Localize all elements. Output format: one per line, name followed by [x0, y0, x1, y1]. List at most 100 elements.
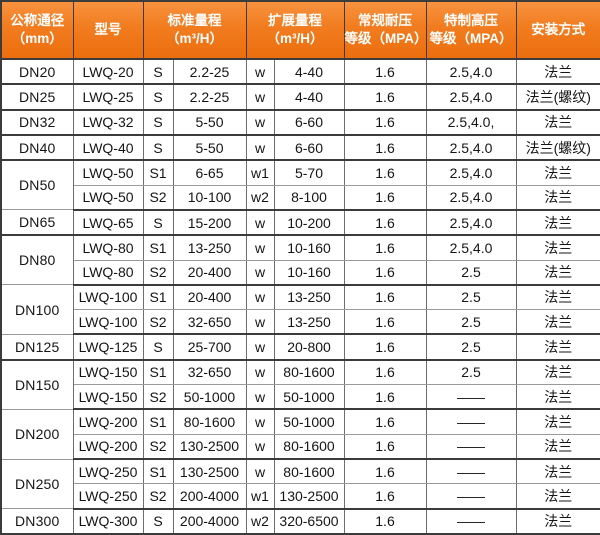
- cell-high-pressure: 2.5,4.0: [425, 159, 517, 186]
- cell-normal-pressure: 1.6: [343, 458, 427, 485]
- cell-ext-range: 80-1600: [273, 433, 345, 460]
- cell-dn: DN32: [0, 109, 74, 136]
- cell-high-pressure: ——: [425, 508, 517, 535]
- cell-std-code: S: [142, 333, 174, 361]
- cell-dn: DN125: [0, 333, 74, 361]
- cell-model: LWQ-150: [72, 384, 144, 411]
- cell-ext-code: w: [245, 284, 275, 311]
- cell-ext-range: 80-1600: [273, 458, 345, 485]
- cell-std-range: 130-2500: [172, 458, 247, 485]
- cell-high-pressure: ——: [425, 483, 517, 510]
- cell-ext-code: w: [245, 458, 275, 485]
- cell-normal-pressure: 1.6: [343, 433, 427, 460]
- cell-install: 法兰: [515, 408, 600, 435]
- cell-std-code: S: [142, 508, 174, 535]
- cell-high-pressure: 2.5: [425, 359, 517, 386]
- cell-ext-code: w: [245, 109, 275, 136]
- cell-std-range: 5-50: [172, 134, 247, 162]
- cell-ext-range: 10-160: [273, 259, 345, 286]
- cell-dn: DN25: [0, 83, 74, 111]
- cell-ext-range: 50-1000: [273, 408, 345, 435]
- table-row: DN25 LWQ-25 S 2.2-25 w 4-40 1.6 2.5,4.0 法兰(螺纹): [0, 83, 600, 111]
- table-row: DN40 LWQ-40 S 5-50 w 6-60 1.6 2.5,4.0 法兰(螺纹): [0, 134, 600, 162]
- cell-dn: DN200: [0, 408, 74, 460]
- cell-ext-range: 13-250: [273, 309, 345, 336]
- cell-ext-range: 6-60: [273, 109, 345, 136]
- cell-install: 法兰(螺纹): [515, 134, 600, 162]
- cell-std-range: 130-2500: [172, 433, 247, 460]
- header-standard-range-line2: （m³/H）: [166, 31, 223, 46]
- cell-install: 法兰: [515, 384, 600, 411]
- cell-dn: DN250: [0, 458, 74, 510]
- cell-high-pressure: 2.5: [425, 309, 517, 336]
- table-row: DN300 LWQ-300 S 200-4000 w2 320-6500 1.6 —— 法兰: [0, 508, 600, 535]
- cell-normal-pressure: 1.6: [343, 58, 427, 86]
- cell-ext-range: 10-200: [273, 209, 345, 237]
- cell-std-range: 2.2-25: [172, 58, 247, 86]
- cell-ext-range: 20-800: [273, 333, 345, 361]
- cell-normal-pressure: 1.6: [343, 234, 427, 261]
- cell-std-code: S1: [142, 234, 174, 261]
- cell-ext-code: w2: [245, 508, 275, 535]
- table-row: LWQ-50 S2 10-100 w2 8-100 1.6 2.5,4.0 法兰: [1, 184, 600, 211]
- table-row: DN250 LWQ-250 S1 130-2500 w 80-1600 1.6 —— 法兰: [0, 458, 600, 510]
- cell-std-code: S: [142, 58, 174, 86]
- header-high-pressure: 特制高压 等级（MPA）: [425, 0, 517, 60]
- cell-high-pressure: 2.5,4.0: [425, 134, 517, 162]
- cell-model: LWQ-100: [72, 309, 144, 336]
- cell-normal-pressure: 1.6: [343, 284, 427, 311]
- table-row: DN80 LWQ-80 S1 13-250 w 10-160 1.6 2.5,4.0 法兰: [0, 234, 600, 286]
- cell-ext-code: w: [245, 259, 275, 286]
- cell-std-code: S2: [142, 309, 174, 336]
- header-extended-range: 扩展量程 （m³/H）: [245, 0, 345, 60]
- cell-normal-pressure: 1.6: [343, 259, 427, 286]
- cell-normal-pressure: 1.6: [343, 134, 427, 162]
- header-high-pressure-line2: 等级（MPA）: [429, 31, 513, 46]
- header-standard-range: 标准量程 （m³/H）: [142, 0, 247, 60]
- cell-install: 法兰: [515, 284, 600, 311]
- header-normal-pressure-line2: 等级（MPA）: [344, 31, 428, 46]
- cell-model: LWQ-25: [72, 83, 144, 111]
- cell-normal-pressure: 1.6: [343, 408, 427, 435]
- cell-std-range: 10-100: [172, 184, 247, 211]
- cell-high-pressure: 2.5: [425, 259, 517, 286]
- cell-model: LWQ-80: [72, 259, 144, 286]
- cell-dn: DN50: [0, 159, 74, 211]
- cell-normal-pressure: 1.6: [343, 109, 427, 136]
- cell-dn: DN300: [0, 508, 74, 535]
- cell-install: 法兰: [515, 433, 600, 460]
- cell-dn: DN40: [0, 134, 74, 162]
- cell-ext-code: w: [245, 333, 275, 361]
- cell-normal-pressure: 1.6: [343, 83, 427, 111]
- table-row: DN65 LWQ-65 S 15-200 w 10-200 1.6 2.5,4.0 法兰: [0, 209, 600, 237]
- cell-ext-code: w: [245, 209, 275, 237]
- header-standard-range-line1: 标准量程: [167, 13, 222, 29]
- cell-model: LWQ-50: [72, 159, 144, 186]
- cell-ext-range: 320-6500: [273, 508, 345, 535]
- cell-std-code: S1: [142, 408, 174, 435]
- cell-std-range: 6-65: [172, 159, 247, 186]
- header-model: 型号: [72, 0, 144, 60]
- table-row: LWQ-250 S2 200-4000 w1 130-2500 1.6 —— 法兰: [1, 483, 600, 510]
- cell-ext-range: 10-160: [273, 234, 345, 261]
- cell-normal-pressure: 1.6: [343, 309, 427, 336]
- cell-std-code: S: [142, 134, 174, 162]
- cell-normal-pressure: 1.6: [343, 483, 427, 510]
- table-row: DN32 LWQ-32 S 5-50 w 6-60 1.6 2.5,4.0, 法兰: [0, 109, 600, 136]
- cell-model: LWQ-32: [72, 109, 144, 136]
- cell-std-range: 32-650: [172, 359, 247, 386]
- cell-install: 法兰: [515, 234, 600, 261]
- header-nominal-diameter-line2: （mm）: [11, 31, 63, 46]
- cell-std-code: S2: [142, 483, 174, 510]
- cell-ext-range: 6-60: [273, 134, 345, 162]
- cell-model: LWQ-200: [72, 408, 144, 435]
- spec-table-body: DN20 LWQ-20 S 2.2-25 w 4-40 1.6 2.5,4.0 法兰 DN25 LW…: [0, 58, 600, 535]
- cell-std-code: S1: [142, 458, 174, 485]
- cell-std-range: 80-1600: [172, 408, 247, 435]
- cell-ext-code: w: [245, 359, 275, 386]
- cell-std-range: 200-4000: [172, 508, 247, 535]
- table-row: DN100 LWQ-100 S1 20-400 w 13-250 1.6 2.5 法兰: [0, 284, 600, 335]
- cell-ext-code: w: [245, 58, 275, 86]
- header-row: 公称通径 （mm） 型号 标准量程 （m³/H） 扩展量程 （m³/H） 常规耐…: [0, 0, 600, 60]
- header-high-pressure-line1: 特制高压: [444, 13, 498, 29]
